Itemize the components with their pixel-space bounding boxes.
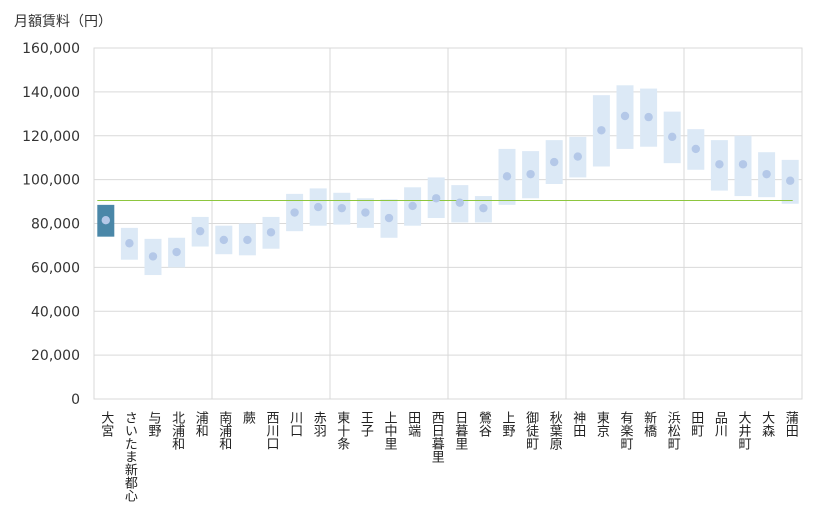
value-point	[455, 198, 464, 207]
value-point	[314, 202, 323, 212]
y-tick-label: 120,000	[22, 129, 80, 145]
value-point	[290, 208, 299, 217]
y-tick-label: 20,000	[31, 348, 80, 364]
value-point	[762, 169, 771, 179]
value-point	[125, 239, 134, 248]
x-tick-label: 秋葉原	[547, 411, 563, 450]
value-point	[384, 213, 394, 223]
x-tick-label: 日暮里	[452, 411, 468, 450]
x-tick-label: 東十条	[334, 410, 350, 450]
x-tick-label: 田町	[688, 411, 704, 437]
y-tick-label: 0	[71, 392, 80, 408]
x-tick-label: 上野	[500, 411, 516, 437]
value-point	[266, 228, 276, 237]
x-tick-label: 大森	[759, 411, 775, 437]
value-point	[361, 208, 370, 217]
x-tick-label: さいたま新都心	[122, 411, 138, 502]
value-point	[479, 203, 488, 213]
y-axis: 0 20,000 40,000 60,000 80,000 100,000 120,000 1…	[22, 41, 80, 408]
value-point	[738, 160, 748, 169]
value-point	[691, 144, 700, 154]
value-point	[219, 235, 228, 245]
value-point	[715, 160, 724, 169]
x-tick-label: 与野	[146, 411, 162, 437]
x-tick-label: 新橋	[641, 410, 657, 438]
x-tick-label: 南浦和	[216, 410, 232, 450]
x-tick-label: 川口	[287, 411, 303, 437]
x-tick-label: 蕨	[240, 411, 256, 424]
x-tick-label: 赤羽	[311, 411, 327, 437]
value-point	[644, 112, 653, 122]
x-tick-label: 北浦和	[169, 411, 185, 450]
x-tick-label: 西川口	[264, 411, 280, 450]
value-point	[432, 194, 441, 203]
value-point	[526, 169, 535, 179]
value-point	[620, 111, 630, 121]
value-point	[573, 152, 582, 161]
y-tick-label: 80,000	[31, 217, 80, 233]
value-point	[668, 132, 677, 142]
x-tick-label: 東京	[594, 410, 610, 437]
value-point	[337, 203, 346, 213]
x-tick-label: 王子	[358, 411, 374, 437]
x-tick-label: 大宮	[98, 411, 114, 437]
value-point	[172, 247, 181, 257]
x-tick-label: 浦和	[193, 411, 209, 437]
value-point	[408, 201, 417, 211]
x-tick-label: 鶯谷	[476, 411, 492, 437]
value-point	[597, 126, 606, 135]
y-tick-label: 160,000	[22, 41, 80, 57]
value-point	[550, 157, 559, 167]
x-tick-label: 浜松町	[665, 411, 681, 450]
y-tick-label: 100,000	[22, 173, 80, 189]
y-tick-label: 40,000	[31, 304, 80, 320]
x-tick-label: 品川	[712, 411, 728, 437]
x-axis: 大宮 さいたま新都心 与野 北浦和 浦和 南浦和蕨西川口 川口 赤羽 東十条 王子 上中里 田端 西日暮…	[98, 410, 798, 502]
value-point	[786, 176, 795, 185]
group-separators	[211, 48, 685, 399]
value-point	[196, 226, 205, 236]
x-tick-label: 西日暮里	[429, 411, 445, 463]
value-point	[243, 235, 252, 245]
x-tick-label: 大井町	[736, 411, 752, 450]
y-axis-title: 月額賃料（円）	[14, 14, 112, 30]
value-point	[502, 172, 512, 181]
value-point	[101, 216, 111, 225]
value-point	[148, 252, 158, 261]
x-tick-label: 上中里	[382, 411, 398, 450]
x-tick-label: 蒲田	[783, 411, 799, 437]
x-tick-label: 有楽町	[618, 411, 634, 450]
x-tick-label: 田端	[405, 411, 421, 437]
x-tick-label: 御徒町	[523, 411, 539, 450]
y-tick-label: 140,000	[22, 85, 80, 101]
x-tick-label: 神田	[570, 411, 586, 437]
y-tick-label: 60,000	[31, 260, 80, 276]
value-points	[101, 111, 795, 261]
